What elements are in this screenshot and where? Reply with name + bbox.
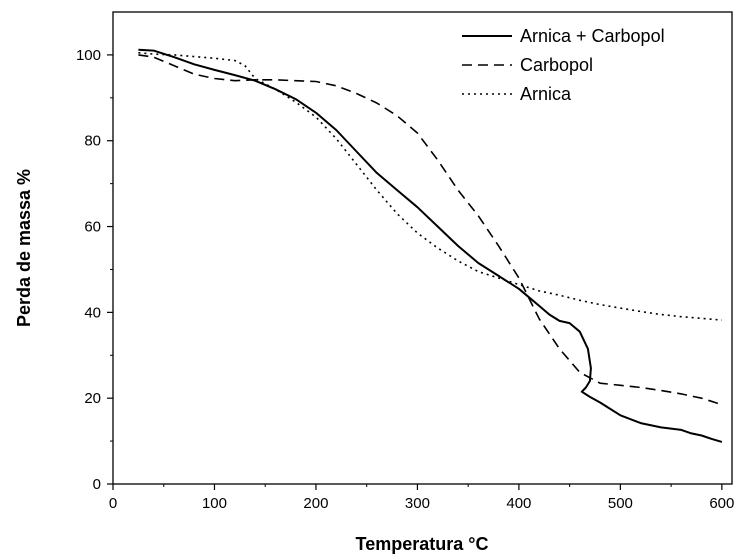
y-tick-label: 60 xyxy=(84,219,101,236)
y-tick-label: 0 xyxy=(93,476,101,493)
x-tick-label: 500 xyxy=(608,495,633,512)
axes: 0 100 200 300 400 500 600 0 20 40 60 80 100 xyxy=(76,11,734,512)
x-tick-label: 0 xyxy=(109,495,117,512)
y-tick-label: 80 xyxy=(84,133,101,150)
series-line-3 xyxy=(138,52,722,321)
x-tick-label: 400 xyxy=(506,495,531,512)
x-tick-label: 100 xyxy=(202,495,227,512)
legend-label-2: Carbopol xyxy=(520,55,593,75)
legend: Arnica + Carbopol Carbopol Arnica xyxy=(462,26,665,104)
legend-label-3: Arnica xyxy=(520,84,572,104)
x-axis-title: Temperatura °C xyxy=(356,534,489,554)
y-tick-label: 40 xyxy=(84,304,101,321)
y-tick-label: 100 xyxy=(76,47,101,64)
x-tick-label: 200 xyxy=(303,495,328,512)
plot-area xyxy=(138,48,723,443)
x-tick-label: 300 xyxy=(405,495,430,512)
series-line-2 xyxy=(138,54,723,406)
plot-frame xyxy=(112,11,733,485)
series-line-1 xyxy=(138,48,723,443)
x-tick-label: 600 xyxy=(709,495,734,512)
legend-label-1: Arnica + Carbopol xyxy=(520,26,665,46)
y-axis-title: Perda de massa % xyxy=(14,169,34,327)
y-tick-label: 20 xyxy=(84,390,101,407)
